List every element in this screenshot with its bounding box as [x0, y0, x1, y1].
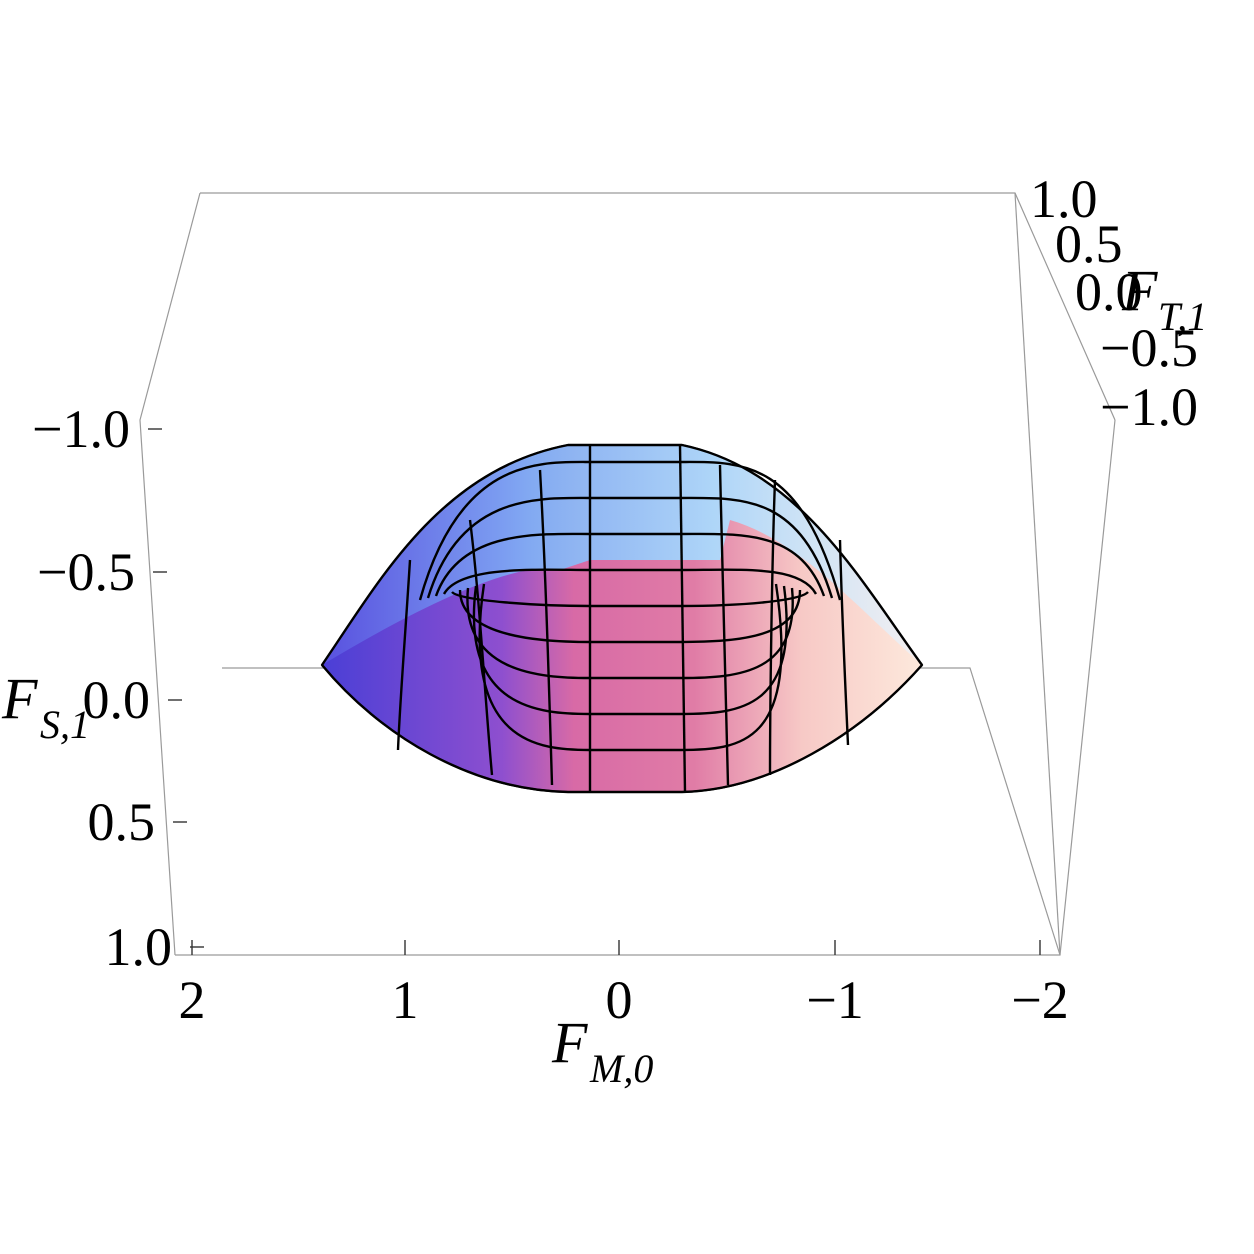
- x-tick-label: 2: [179, 970, 206, 1030]
- z-tick-label: 0.5: [1055, 214, 1123, 274]
- mesh-meridian: [396, 559, 412, 751]
- surface-mesh: [321, 443, 923, 794]
- z-axis-label: F: [1121, 258, 1158, 323]
- mesh-meridian: [768, 479, 777, 776]
- x-axis-ticks: 2 1 0 −1 −2: [179, 940, 1069, 1030]
- x-axis-subscript: M,0: [589, 1046, 653, 1091]
- y-axis-title: F S,1: [1, 666, 90, 747]
- mesh-outline: [321, 664, 923, 794]
- y-tick-label: 0.5: [88, 792, 156, 852]
- y-tick-label: −1.0: [32, 399, 130, 459]
- mesh-ring: [472, 585, 788, 716]
- z-axis-title: F T,1: [1121, 258, 1207, 339]
- y-axis-label: F: [1, 666, 38, 731]
- y-tick-label: −0.5: [37, 542, 135, 602]
- z-axis-subscript: T,1: [1158, 294, 1207, 339]
- mesh-meridian: [718, 464, 730, 786]
- y-tick-label: 1.0: [105, 917, 173, 977]
- mesh-meridian: [468, 519, 494, 776]
- x-tick-label: −2: [1011, 970, 1068, 1030]
- y-tick-label: 0.0: [83, 670, 151, 730]
- mesh-outline: [321, 443, 923, 666]
- y-axis-subscript: S,1: [40, 702, 90, 747]
- x-tick-label: −1: [806, 970, 863, 1030]
- z-tick-label: 1.0: [1030, 169, 1098, 229]
- x-tick-label: 1: [392, 970, 419, 1030]
- mesh-ring: [418, 460, 842, 601]
- dome-surface: [320, 443, 924, 794]
- z-axis-ticks: 1.00.50.0−0.5−1.0: [1030, 169, 1198, 437]
- mesh-meridian: [538, 469, 554, 786]
- x-axis-label: F: [551, 1010, 588, 1075]
- mesh-meridian: [678, 444, 687, 793]
- x-tick-label: 0: [606, 970, 633, 1030]
- mesh-meridian: [838, 539, 850, 746]
- z-tick-label: −0.5: [1100, 318, 1198, 378]
- z-tick-label: 0.0: [1075, 262, 1143, 322]
- x-axis-title: F M,0: [551, 1010, 653, 1091]
- z-tick-label: −1.0: [1100, 377, 1198, 437]
- y-axis-ticks: −1.0 −0.5 0.0 0.5 1.0: [32, 399, 204, 977]
